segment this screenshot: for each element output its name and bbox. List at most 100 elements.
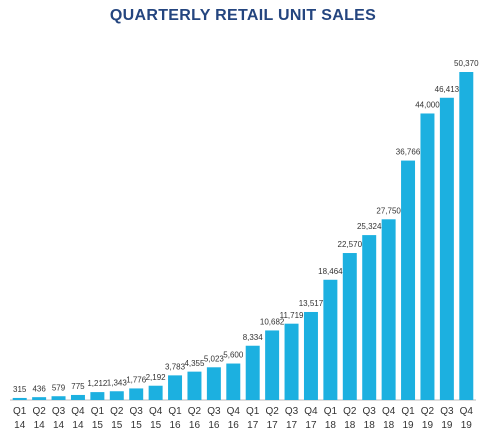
chart-title: QUARTERLY RETAIL UNIT SALES — [110, 7, 376, 24]
value-label: 46,413 — [435, 85, 460, 94]
value-label: 10,682 — [260, 318, 285, 327]
bar — [459, 72, 474, 400]
value-label: 2,192 — [146, 373, 167, 382]
x-tick-label-line: 14 — [14, 420, 26, 431]
x-tick-label: Q3 19 — [440, 406, 454, 431]
bar — [303, 311, 318, 400]
value-label: 3,783 — [165, 362, 186, 371]
x-tick-label-line: Q4 — [460, 406, 474, 417]
x-tick-label-line: Q3 — [440, 406, 454, 417]
x-tick-label-line: Q2 — [421, 406, 435, 417]
bar — [32, 397, 47, 400]
value-label: 579 — [52, 383, 66, 392]
x-tick-label-line: Q4 — [382, 406, 396, 417]
bar — [206, 367, 221, 400]
value-label: 44,000 — [415, 101, 440, 110]
x-tick-label-line: Q1 — [168, 406, 182, 417]
x-tick-label: Q1 17 — [246, 406, 260, 431]
x-tick-label: Q4 15 — [149, 406, 163, 431]
x-tick-label-line: Q1 — [246, 406, 260, 417]
bar — [51, 396, 66, 400]
bar — [168, 375, 183, 400]
value-label: 775 — [71, 382, 85, 391]
x-tick-label-line: Q1 — [324, 406, 338, 417]
value-label: 27,750 — [376, 206, 401, 215]
x-tick-label: Q4 14 — [71, 406, 85, 431]
bar — [245, 345, 260, 400]
x-tick-label-line: Q3 — [285, 406, 299, 417]
bar — [362, 235, 377, 400]
x-tick-label-line: Q4 — [227, 406, 241, 417]
x-tick-label-line: 17 — [247, 420, 259, 431]
value-label: 1,776 — [126, 376, 147, 385]
x-tick-label: Q4 19 — [460, 406, 474, 431]
x-tick-label-line: 16 — [228, 420, 240, 431]
x-tick-label-line: 19 — [422, 420, 434, 431]
value-label: 8,334 — [243, 333, 264, 342]
bar — [439, 97, 454, 400]
value-label: 18,464 — [318, 267, 343, 276]
value-label: 36,766 — [396, 148, 421, 157]
x-tick-label-line: Q4 — [149, 406, 163, 417]
value-label: 5,023 — [204, 354, 225, 363]
x-tick-label-line: Q1 — [401, 406, 415, 417]
value-label: 1,212 — [87, 379, 108, 388]
x-tick-label-line: 17 — [286, 420, 298, 431]
bar — [381, 219, 396, 400]
bar — [148, 385, 163, 400]
x-tick-label-line: Q3 — [52, 406, 66, 417]
x-tick-label: Q1 18 — [324, 406, 338, 431]
x-tick-label-line: 18 — [364, 420, 376, 431]
x-tick-label: Q1 16 — [168, 406, 182, 431]
bar — [226, 363, 241, 400]
value-label: 50,370 — [454, 59, 479, 68]
x-tick-label: Q4 16 — [227, 406, 241, 431]
bar — [12, 397, 27, 400]
bar — [401, 160, 416, 400]
bar — [265, 330, 280, 400]
bar — [70, 394, 85, 400]
x-tick-label: Q4 17 — [304, 406, 318, 431]
x-tick-label-line: 18 — [344, 420, 356, 431]
bar — [420, 113, 435, 400]
x-tick-label-line: Q3 — [363, 406, 377, 417]
bar — [109, 391, 124, 400]
x-tick-label: Q3 18 — [363, 406, 377, 431]
x-tick-label: Q1 19 — [401, 406, 415, 431]
x-tick-label-line: Q2 — [110, 406, 124, 417]
x-tick-label: Q1 14 — [13, 406, 27, 431]
x-tick-label-line: Q1 — [91, 406, 105, 417]
x-tick-label-line: 19 — [441, 420, 453, 431]
x-tick-label: Q2 19 — [421, 406, 435, 431]
bar — [187, 371, 202, 400]
value-label: 13,517 — [299, 299, 324, 308]
x-tick-label: Q4 18 — [382, 406, 396, 431]
bar — [342, 253, 357, 400]
x-tick-label-line: 15 — [131, 420, 143, 431]
value-label: 1,343 — [107, 378, 128, 387]
x-tick-label-line: 17 — [267, 420, 279, 431]
x-tick-label-line: Q2 — [265, 406, 279, 417]
bar — [90, 392, 105, 400]
value-label: 25,324 — [357, 222, 382, 231]
value-label: 11,719 — [280, 311, 304, 320]
x-tick-label-line: Q3 — [130, 406, 144, 417]
x-tick-label-line: 16 — [189, 420, 201, 431]
x-tick-label-line: Q2 — [188, 406, 202, 417]
x-tick-label-line: 15 — [111, 420, 123, 431]
x-tick-label-line: 16 — [208, 420, 220, 431]
x-tick-label-line: 17 — [305, 420, 317, 431]
bar — [323, 279, 338, 400]
x-tick-label-line: Q4 — [304, 406, 318, 417]
x-tick-label-line: Q2 — [32, 406, 46, 417]
x-tick-label: Q3 16 — [207, 406, 221, 431]
x-tick-label: Q1 15 — [91, 406, 105, 431]
x-tick-label: Q2 18 — [343, 406, 357, 431]
x-tick-label-line: 19 — [461, 420, 473, 431]
x-tick-label-line: 19 — [402, 420, 414, 431]
x-tick-label: Q2 16 — [188, 406, 202, 431]
x-tick-label-line: 14 — [72, 420, 84, 431]
x-tick-label-line: Q2 — [343, 406, 357, 417]
